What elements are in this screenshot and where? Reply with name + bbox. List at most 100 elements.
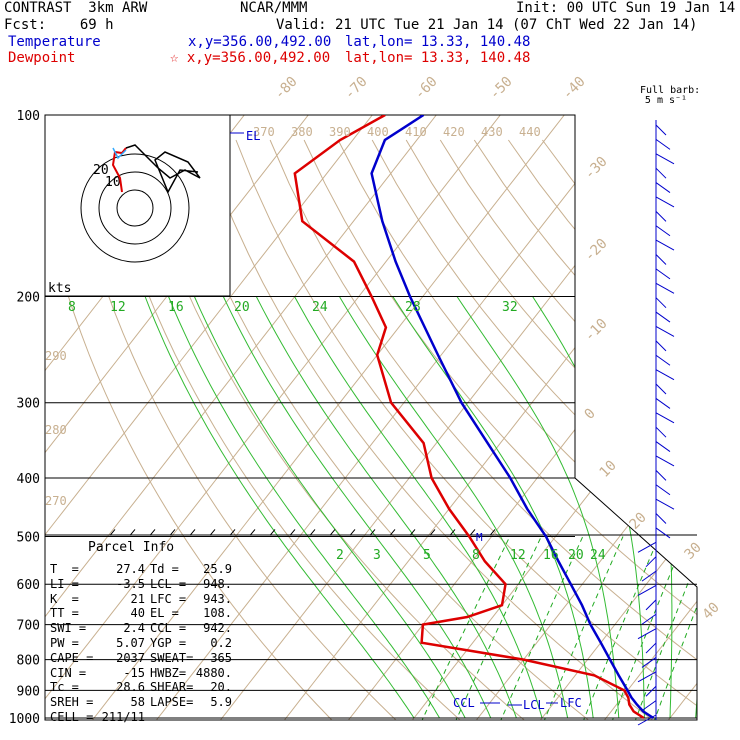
dry-adiabat-line bbox=[439, 139, 697, 720]
hatch-mark bbox=[129, 529, 136, 536]
parcel-param-label: LI = bbox=[50, 576, 79, 591]
moist-adiabat-line bbox=[193, 296, 466, 719]
theta-label: 410 bbox=[405, 125, 427, 139]
wind-barb bbox=[655, 412, 675, 424]
dry-adiabat-line bbox=[269, 139, 697, 720]
parcel-param-label: SWEAT= bbox=[150, 650, 194, 665]
mixing-ratio-label: 12 bbox=[510, 548, 526, 563]
wind-barb bbox=[641, 657, 657, 668]
temperature-legend: Temperature bbox=[8, 34, 101, 50]
parcel-param-label: T = bbox=[50, 562, 79, 576]
wind-barb bbox=[645, 599, 657, 611]
parcel-param-value: 27.4 bbox=[116, 562, 145, 576]
dry-adiabat-line bbox=[473, 139, 697, 720]
theta-label: 390 bbox=[329, 125, 351, 139]
mixing-ratio-label: 2 bbox=[336, 548, 344, 563]
hatch-mark bbox=[429, 529, 436, 536]
dry-adiabat-line bbox=[337, 139, 697, 720]
wind-barb bbox=[655, 383, 667, 395]
isotherm-label: -50 bbox=[487, 74, 516, 103]
wind-barb bbox=[655, 340, 667, 352]
theta-label: 370 bbox=[253, 125, 275, 139]
wind-barb bbox=[655, 167, 667, 179]
pressure-tick-label: 100 bbox=[17, 109, 40, 124]
parcel-param-value: 58 bbox=[130, 695, 145, 710]
theta-label: 430 bbox=[481, 125, 503, 139]
parcel-param-value: -15 bbox=[123, 665, 145, 680]
barb-key-label: Full barb: 5 m s⁻¹ bbox=[640, 85, 701, 106]
wind-barb bbox=[655, 513, 667, 524]
parcel-param-value: 28.6 bbox=[116, 680, 145, 695]
model-title: CONTRAST 3km ARW bbox=[4, 0, 148, 16]
parcel-param-value: 0.2 bbox=[210, 636, 232, 650]
hatch-mark bbox=[229, 529, 236, 536]
mixing-ratio-label: 16 bbox=[168, 300, 184, 315]
isotherm-label: 10 bbox=[597, 458, 620, 481]
wind-barb bbox=[655, 225, 671, 237]
pressure-tick-label: 1000 bbox=[9, 712, 40, 727]
wind-barb bbox=[655, 470, 667, 481]
pressure-tick-label: 300 bbox=[17, 397, 40, 412]
wind-barb bbox=[637, 671, 657, 683]
parcel-param-value: 365 bbox=[210, 650, 232, 665]
isotherm-line bbox=[45, 115, 245, 720]
temperature-latlon: lat,lon= 13.33, 140.48 bbox=[345, 34, 531, 50]
forecast-label: Fcst: 69 h bbox=[4, 17, 114, 33]
wind-barb bbox=[655, 297, 667, 309]
wind-barb bbox=[655, 354, 671, 366]
parcel-param-label: CCL = bbox=[150, 621, 187, 636]
mixing-ratio-line bbox=[450, 536, 542, 720]
pressure-tick-label: 800 bbox=[17, 654, 40, 669]
pressure-tick-label: 200 bbox=[17, 291, 40, 306]
dry-adiabat-line bbox=[644, 139, 697, 720]
source-label: NCAR/MMM bbox=[240, 0, 308, 16]
parcel-param-value: 21 bbox=[130, 591, 145, 606]
wind-barb bbox=[641, 700, 657, 712]
hatch-mark bbox=[189, 529, 196, 536]
parcel-param-label: CAPE = bbox=[50, 650, 94, 665]
theta-label: 420 bbox=[443, 125, 465, 139]
parcel-param-value: 40 bbox=[130, 606, 145, 621]
dry-adiabat-line bbox=[133, 139, 538, 720]
wind-barb bbox=[655, 210, 667, 222]
hodograph-box bbox=[44, 114, 231, 297]
isotherm-label: -80 bbox=[272, 74, 301, 103]
parcel-param-label: HWBZ= bbox=[150, 665, 187, 680]
el-annotation: EL bbox=[246, 129, 260, 143]
parcel-param-value: 948. bbox=[203, 576, 232, 591]
wind-barb bbox=[641, 570, 657, 582]
hodograph-trace-upper bbox=[125, 144, 201, 194]
wind-barb bbox=[655, 239, 675, 251]
moist-adiabat-line bbox=[614, 296, 673, 719]
dry-adiabat-line bbox=[235, 139, 697, 720]
hatch-mark bbox=[329, 529, 336, 536]
parcel-param-label: LCL = bbox=[150, 576, 187, 591]
mixing-ratio-line bbox=[631, 536, 697, 720]
parcel-param-value: 5.07 bbox=[116, 636, 145, 650]
lcl-annotation: LCL bbox=[523, 698, 545, 712]
moist-adiabat-line bbox=[532, 296, 645, 718]
parcel-param-label: TT = bbox=[50, 606, 79, 621]
isotherm-label: -20 bbox=[582, 236, 611, 265]
wind-barb bbox=[637, 541, 657, 553]
wind-barb bbox=[655, 498, 675, 510]
hatch-mark bbox=[369, 529, 376, 536]
parcel-info-title: Parcel Info bbox=[88, 540, 175, 555]
isotherm-line bbox=[659, 115, 697, 720]
parcel-param-label: SHEAR= bbox=[150, 680, 194, 695]
wind-barb bbox=[645, 642, 657, 654]
mixing-ratio-label: 8 bbox=[68, 300, 76, 315]
hatch-mark bbox=[389, 529, 396, 536]
wind-barb bbox=[655, 527, 671, 539]
dry-adiabat-line bbox=[99, 139, 473, 720]
hatch-mark bbox=[249, 529, 256, 536]
dry-adiabat-line bbox=[65, 139, 408, 720]
parcel-param-value: 5.9 bbox=[210, 695, 232, 710]
wind-barb bbox=[645, 556, 657, 568]
hatch-mark bbox=[349, 529, 356, 536]
mixing-ratio-line bbox=[495, 536, 584, 720]
init-label: Init: 00 UTC Sun 19 Jan 14 bbox=[516, 0, 736, 16]
parcel-param-label: Tc = bbox=[50, 680, 79, 695]
plot-border bbox=[44, 114, 698, 721]
